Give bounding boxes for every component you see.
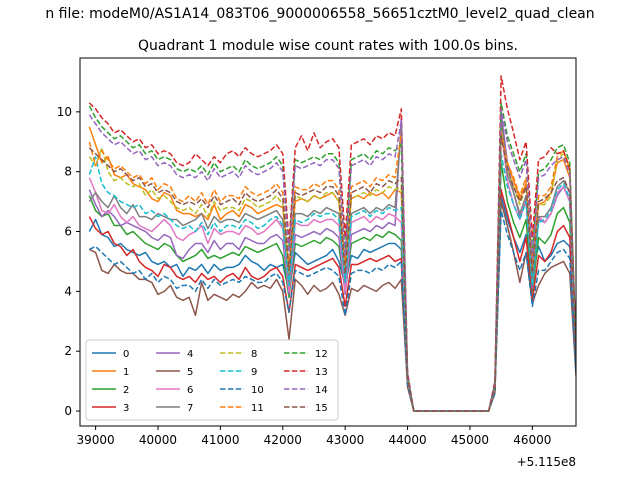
legend-label: 6 [187, 385, 193, 396]
series-line-9 [88, 152, 576, 412]
figure-suptitle: n file: modeM0/AS1A14_083T06_9000006558_… [45, 6, 594, 22]
x-tick-label: 42000 [264, 433, 302, 447]
series-line-8 [88, 129, 576, 412]
chart-title: Quadrant 1 module wise count rates with … [138, 38, 518, 54]
legend-label: 1 [123, 367, 129, 378]
x-tick-label: 39000 [77, 433, 115, 447]
y-tick-label: 2 [64, 344, 72, 358]
legend-label: 9 [251, 367, 257, 378]
axes-frame [79, 57, 577, 427]
legend-label: 13 [315, 367, 328, 378]
legend-label: 0 [123, 349, 129, 360]
series-line-15 [88, 135, 576, 412]
y-tick-label: 8 [64, 165, 72, 179]
x-offset-label: +5.115e8 [517, 455, 576, 469]
series-line-13 [88, 75, 576, 412]
series-line-7 [88, 117, 576, 412]
legend-label: 14 [315, 385, 328, 396]
legend-label: 15 [315, 403, 328, 414]
legend-label: 12 [315, 349, 328, 360]
series-line-5 [89, 200, 576, 412]
series-line-3 [88, 188, 576, 412]
x-tick-label: 45000 [451, 433, 489, 447]
legend-box [85, 339, 339, 421]
x-tick-label: 40000 [139, 433, 177, 447]
legend-label: 4 [187, 349, 193, 360]
series-group [88, 75, 576, 412]
legend-label: 3 [123, 403, 129, 414]
legend-label: 7 [187, 403, 193, 414]
series-line-11 [88, 132, 576, 412]
x-tick-label: 44000 [388, 433, 426, 447]
series-line-14 [88, 108, 576, 412]
legend-label: 8 [251, 349, 257, 360]
x-tick-label: 43000 [326, 433, 364, 447]
y-tick-label: 0 [64, 404, 72, 418]
x-tick-label: 41000 [201, 433, 239, 447]
series-line-10 [89, 209, 576, 412]
y-tick-label: 10 [57, 105, 72, 119]
legend-label: 5 [187, 367, 193, 378]
y-tick-label: 4 [64, 284, 72, 298]
legend-label: 2 [123, 385, 129, 396]
legend-label: 10 [251, 385, 264, 396]
legend-label: 11 [251, 403, 264, 414]
x-tick-label: 46000 [513, 433, 551, 447]
tick-group: 39000 40000 41000 42000 43000 44000 45000 46000… [57, 105, 552, 447]
y-tick-label: 6 [64, 225, 72, 239]
